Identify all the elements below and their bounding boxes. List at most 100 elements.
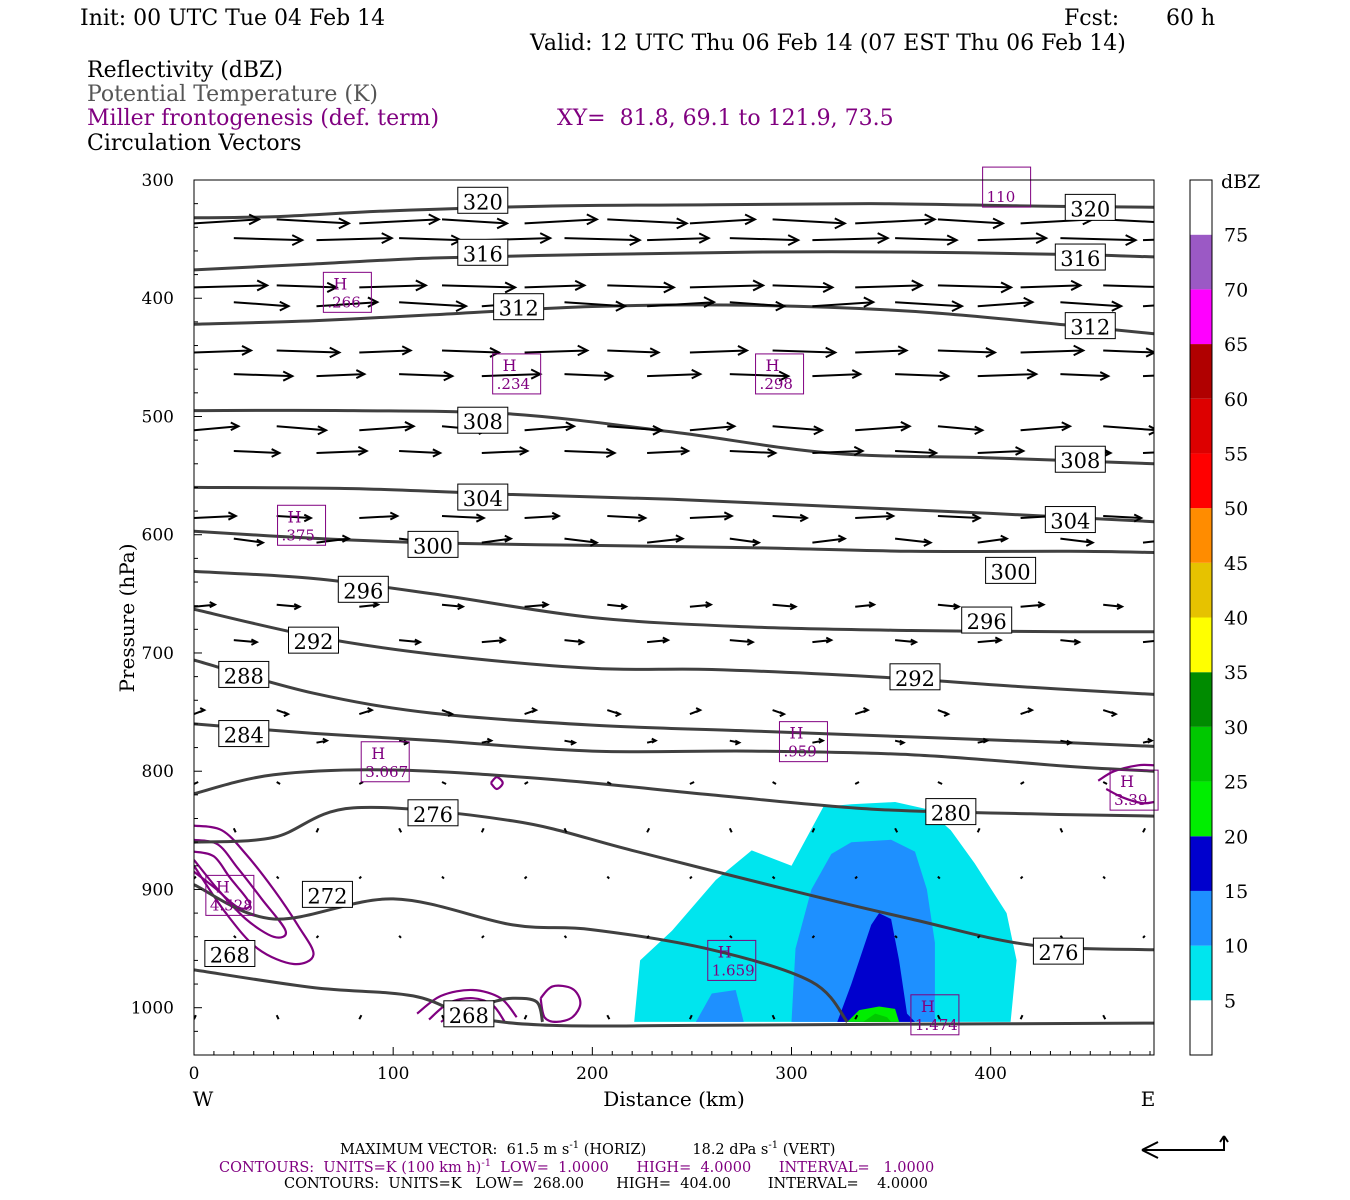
circulation-vector (811, 935, 816, 939)
vector-shaft (316, 301, 378, 308)
vector-head (723, 511, 734, 521)
colorbar-label-15: 15 (1224, 881, 1248, 903)
vector-head (283, 711, 291, 718)
vector-shaft (441, 515, 484, 519)
vector-head (317, 425, 329, 436)
colorbar-segment-0 (1190, 1000, 1212, 1055)
vector-head (939, 370, 951, 382)
fronto-max-box-3 (277, 504, 327, 546)
vector-shaft (359, 515, 398, 519)
circulation-vector (441, 603, 466, 611)
circulation-vector (1102, 709, 1118, 718)
vector-head (357, 445, 369, 456)
vector-head (541, 601, 550, 609)
vector-shaft (441, 603, 463, 608)
vector-shaft (689, 875, 693, 880)
circulation-vector (564, 300, 628, 312)
circulation-vector (937, 781, 943, 785)
vector-shaft (689, 425, 735, 432)
circulation-vector (646, 827, 651, 833)
vector-head (565, 421, 577, 432)
circulation-vector (358, 1014, 363, 1020)
vector-head (293, 603, 302, 611)
vector-shaft (276, 515, 311, 519)
vector-shaft (316, 537, 349, 544)
theta-316-extra-1-box (1054, 243, 1106, 271)
vector-head (256, 279, 270, 292)
fronto-max-value-8: 1.659 (712, 961, 755, 979)
vector-shaft (647, 639, 669, 644)
vector-shaft (854, 875, 858, 880)
theta-contour-304 (194, 485, 1154, 524)
theta-320-extra-0-label: 320 (1070, 197, 1110, 221)
frontogenesis-contour-7 (489, 775, 504, 791)
vector-shaft (194, 284, 268, 289)
fronto-max-box-4 (360, 741, 410, 783)
vector-head (1085, 538, 1095, 547)
vector-head (1037, 601, 1046, 609)
max-vector-horiz-unit-exp: -1 (569, 1140, 580, 1151)
circulation-vector (523, 875, 528, 880)
vector-head (230, 421, 241, 432)
reflectivity-region-25dbz-5 (863, 1013, 892, 1022)
vector-shaft (937, 425, 983, 432)
circulation-vector (771, 1014, 776, 1020)
vector-shaft (977, 537, 1007, 544)
vector-shaft (1060, 373, 1109, 378)
vector-head (322, 737, 330, 744)
fronto-max-box-7 (205, 874, 255, 916)
circulation-vector (937, 217, 1006, 230)
vector-shaft (812, 639, 832, 644)
circulation-vector (233, 537, 266, 547)
vector-head (652, 425, 664, 436)
circulation-vector (1060, 371, 1111, 382)
vector-head (372, 601, 381, 609)
circulation-vector (647, 296, 717, 309)
circulation-vector (646, 534, 685, 544)
vector-shaft (811, 827, 816, 833)
fronto-max-h-1: H (503, 356, 517, 375)
circulation-vector (399, 448, 443, 458)
colorbar-label-55: 55 (1224, 443, 1248, 465)
vector-head (994, 636, 1003, 644)
circulation-vector (977, 368, 1039, 380)
vector-shaft (232, 827, 237, 833)
theta-contour-308 (194, 408, 1154, 466)
valid-time: Valid: 12 UTC Thu 06 Feb 14 (07 EST Thu … (530, 31, 1126, 56)
circulation-vector (729, 370, 791, 382)
colorbar-label-40: 40 (1224, 608, 1248, 630)
x-tick-label-300: 300 (775, 1064, 807, 1084)
circulation-vector (276, 346, 342, 359)
vector-shaft (233, 537, 264, 544)
vector-shaft (563, 935, 568, 939)
circulation-vector (772, 346, 838, 359)
vector-head (498, 636, 508, 644)
vector-shaft (1103, 284, 1154, 288)
vector-shaft (729, 373, 789, 378)
theta-312-box (493, 293, 545, 321)
max-vector-horiz-value: 61.5 (506, 1141, 539, 1158)
vector-shaft (895, 301, 963, 308)
circulation-vector (315, 827, 320, 833)
vector-head (227, 511, 239, 521)
vector-head (367, 707, 375, 714)
vector-shaft (524, 218, 597, 225)
circulation-vector (441, 281, 518, 294)
circulation-vector (1060, 739, 1074, 746)
circulation-vector (1020, 781, 1025, 785)
circulation-vector (1103, 603, 1125, 611)
circulation-vector (1020, 601, 1046, 609)
theta-272-label: 272 (307, 884, 347, 908)
vector-shaft (937, 875, 941, 880)
vector-head (928, 448, 939, 458)
vector-scale-arrowhead-icon (1141, 1141, 1159, 1159)
vector-head (1000, 534, 1010, 543)
vector-head (291, 234, 305, 247)
circulation-vector (689, 511, 734, 521)
circulation-vector (811, 827, 816, 833)
vector-head (953, 603, 962, 611)
fronto-max-box-9 (910, 994, 960, 1036)
vector-head (746, 638, 755, 646)
circulation-vector (1142, 451, 1154, 454)
vector-shaft (855, 218, 935, 225)
